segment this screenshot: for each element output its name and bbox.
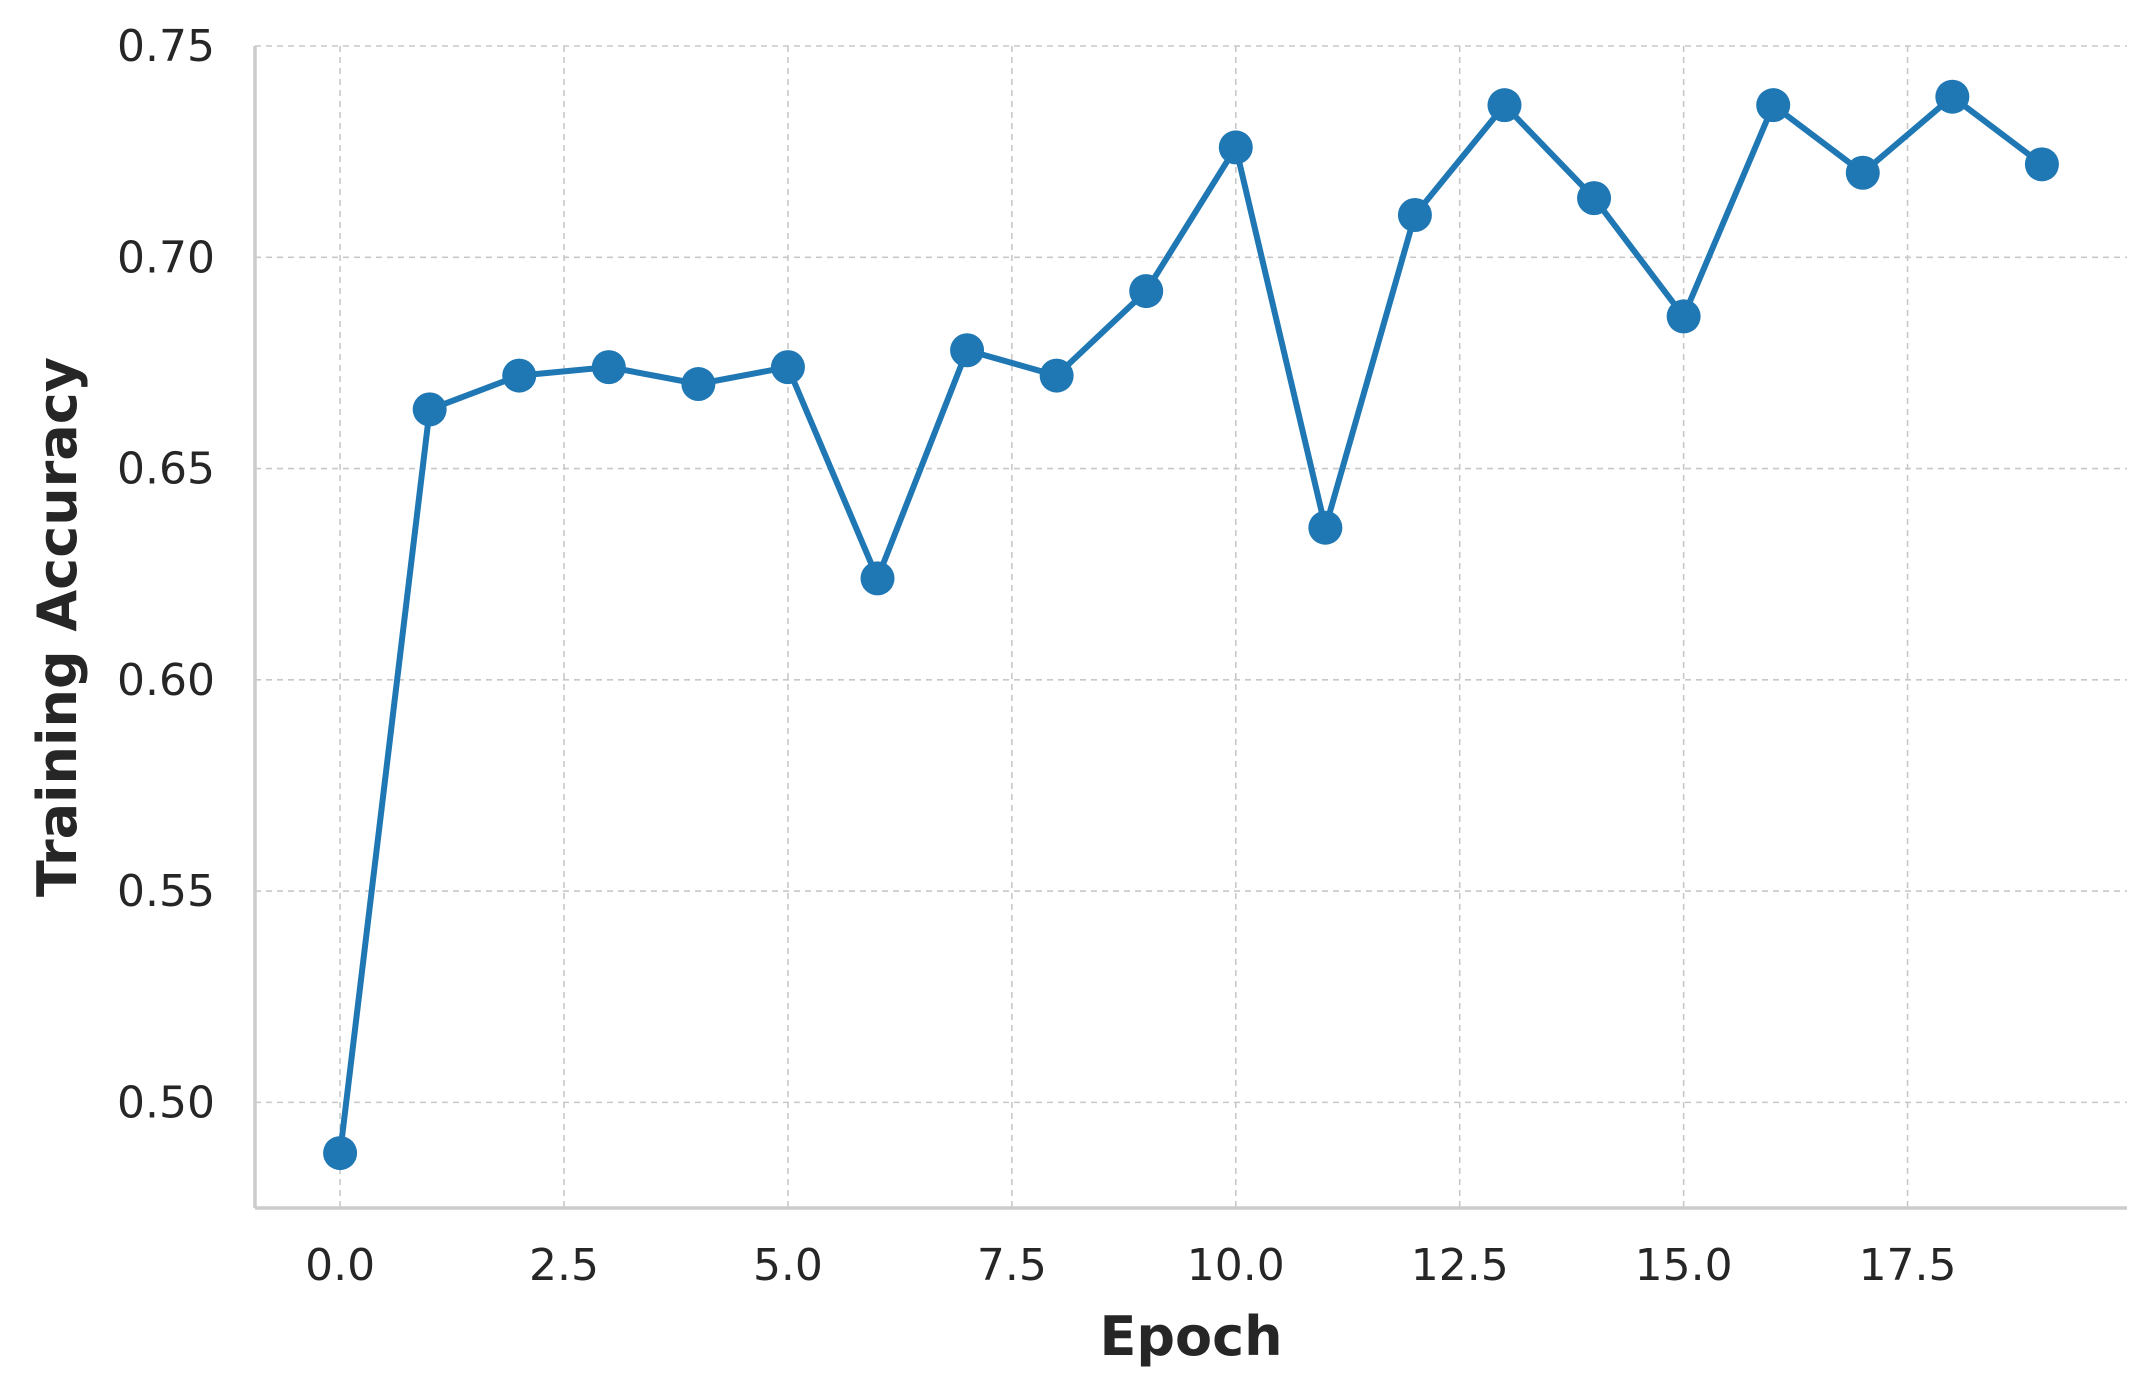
series-group: [323, 79, 2059, 1171]
y-tick-label: 0.75: [117, 21, 215, 72]
x-tick-label: 15.0: [1635, 1240, 1733, 1291]
data-point: [860, 561, 895, 596]
data-point: [1308, 510, 1343, 545]
data-point: [412, 392, 447, 427]
y-tick-label: 0.55: [117, 866, 215, 917]
x-tick-label: 12.5: [1411, 1240, 1509, 1291]
y-axis-title: Training Accuracy: [26, 357, 89, 897]
x-tick-labels: 0.0 2.5 5.0 7.5 10.0 12.5 15.0 17.5: [305, 1240, 1956, 1291]
x-tick-label: 7.5: [977, 1240, 1047, 1291]
x-axis-title: Epoch: [1099, 1305, 1282, 1368]
data-point: [950, 333, 985, 368]
data-point: [1487, 88, 1522, 123]
x-tick-label: 5.0: [753, 1240, 823, 1291]
x-tick-label: 0.0: [305, 1240, 375, 1291]
y-tick-label: 0.70: [117, 232, 215, 283]
y-tick-label: 0.65: [117, 444, 215, 495]
x-tick-label: 2.5: [529, 1240, 599, 1291]
data-point: [1666, 299, 1701, 334]
x-tick-label: 17.5: [1859, 1240, 1957, 1291]
data-point: [323, 1136, 358, 1171]
data-point: [1756, 88, 1791, 123]
data-point: [681, 367, 716, 402]
data-point: [1397, 198, 1432, 233]
data-point: [1935, 79, 1970, 114]
data-point: [770, 350, 805, 385]
data-point: [1577, 181, 1612, 216]
y-tick-labels: 0.50 0.55 0.60 0.65 0.70 0.75: [117, 21, 215, 1128]
data-point: [591, 350, 626, 385]
data-point: [1129, 274, 1164, 309]
y-tick-label: 0.50: [117, 1077, 215, 1128]
x-tick-label: 10.0: [1187, 1240, 1285, 1291]
data-point: [2024, 147, 2059, 182]
y-tick-label: 0.60: [117, 655, 215, 706]
data-point: [1218, 130, 1253, 165]
data-point: [502, 358, 537, 393]
axes-spines: [253, 46, 2127, 1210]
grid-lines: [255, 45, 2127, 1208]
data-point: [1039, 358, 1074, 393]
data-point: [1845, 155, 1880, 190]
series-line: [337, 93, 2045, 1157]
